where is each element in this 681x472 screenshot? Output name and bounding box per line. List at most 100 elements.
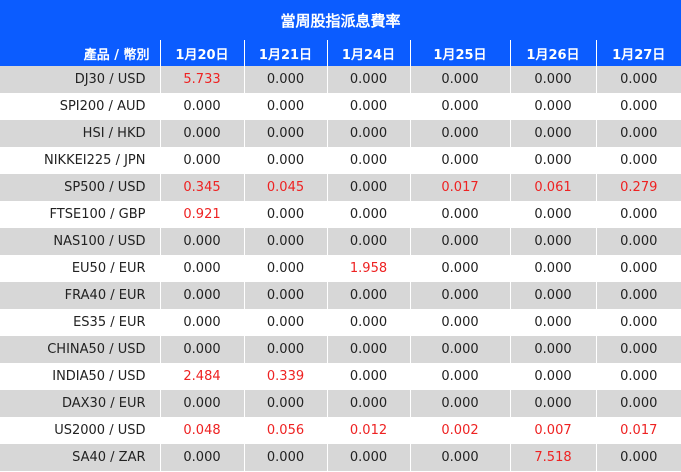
rate-cell: 0.000 (159, 93, 244, 120)
rate-cell: 0.000 (326, 201, 410, 228)
rate-cell: 0.000 (595, 147, 681, 174)
rate-cell: 0.000 (409, 336, 510, 363)
product-cell: US2000 / USD (0, 417, 160, 444)
column-header-date: 1月27日 (595, 40, 681, 66)
rate-cell: 0.000 (243, 93, 327, 120)
table-row: DJ30 / USD 5.733 0.000 0.000 0.000 0.000 0.000 (0, 66, 681, 93)
table-title: 當周股指派息費率 (0, 0, 681, 40)
rate-cell: 0.000 (326, 66, 410, 93)
product-cell: SPI200 / AUD (0, 93, 160, 120)
rate-cell: 0.000 (409, 363, 510, 390)
table-row: CHINA50 / USD 0.000 0.000 0.000 0.000 0.000 0.… (0, 336, 681, 363)
product-cell: INDIA50 / USD (0, 363, 160, 390)
rate-cell: 0.056 (243, 417, 327, 444)
rate-cell: 0.000 (159, 147, 244, 174)
table-row: EU50 / EUR 0.000 0.000 1.958 0.000 0.000 0.000 (0, 255, 681, 282)
rate-cell: 0.000 (509, 336, 596, 363)
column-header-date: 1月24日 (326, 40, 410, 66)
rate-cell: 0.000 (326, 336, 410, 363)
rate-cell: 0.000 (595, 228, 681, 255)
rate-cell: 0.000 (509, 93, 596, 120)
rate-cell: 0.000 (326, 93, 410, 120)
table-row: DAX30 / EUR 0.000 0.000 0.000 0.000 0.000 0.00… (0, 390, 681, 417)
rate-cell: 0.000 (409, 255, 510, 282)
rate-cell: 0.000 (595, 309, 681, 336)
rate-cell: 1.958 (326, 255, 410, 282)
rate-cell: 0.017 (595, 417, 681, 444)
column-header-date: 1月20日 (159, 40, 244, 66)
rate-cell: 0.000 (159, 309, 244, 336)
rate-cell: 0.000 (326, 120, 410, 147)
rate-cell: 0.000 (509, 363, 596, 390)
rate-cell: 0.000 (595, 201, 681, 228)
rate-cell: 0.000 (409, 390, 510, 417)
rate-cell: 0.048 (159, 417, 244, 444)
rate-cell: 0.000 (595, 390, 681, 417)
rate-cell: 0.000 (409, 120, 510, 147)
rate-cell: 0.000 (326, 363, 410, 390)
rate-cell: 0.345 (159, 174, 244, 201)
rate-cell: 0.000 (595, 66, 681, 93)
rate-cell: 0.000 (159, 390, 244, 417)
rate-cell: 0.000 (595, 363, 681, 390)
rate-cell: 0.000 (509, 309, 596, 336)
rate-cell: 0.000 (595, 93, 681, 120)
rate-cell: 0.000 (509, 66, 596, 93)
product-cell: SP500 / USD (0, 174, 160, 201)
table-body: DJ30 / USD 5.733 0.000 0.000 0.000 0.000 0.000… (0, 66, 681, 471)
rate-cell: 0.000 (509, 147, 596, 174)
rate-cell: 0.000 (243, 390, 327, 417)
product-cell: DJ30 / USD (0, 66, 160, 93)
rate-cell: 0.000 (409, 93, 510, 120)
rate-cell: 0.000 (159, 282, 244, 309)
product-cell: SA40 / ZAR (0, 444, 160, 471)
header-row: 產品 / 幣別 1月20日 1月21日 1月24日 1月25日 1月26日 1月… (0, 40, 681, 66)
column-header-date: 1月26日 (509, 40, 596, 66)
rate-cell: 0.000 (409, 444, 510, 471)
rate-cell: 7.518 (509, 444, 596, 471)
product-cell: FRA40 / EUR (0, 282, 160, 309)
table-row: SA40 / ZAR 0.000 0.000 0.000 0.000 7.518 0.000 (0, 444, 681, 471)
rate-cell: 0.000 (509, 201, 596, 228)
product-cell: HSI / HKD (0, 120, 160, 147)
product-cell: ES35 / EUR (0, 309, 160, 336)
column-header-date: 1月25日 (409, 40, 510, 66)
dividend-rate-table: 產品 / 幣別 1月20日 1月21日 1月24日 1月25日 1月26日 1月… (0, 40, 681, 471)
rate-cell: 0.000 (409, 282, 510, 309)
rate-cell: 0.000 (595, 120, 681, 147)
rate-cell: 0.000 (159, 336, 244, 363)
rate-cell: 0.000 (243, 336, 327, 363)
table-row: SP500 / USD 0.345 0.045 0.000 0.017 0.061 0.27… (0, 174, 681, 201)
rate-cell: 0.000 (243, 66, 327, 93)
rate-cell: 0.000 (326, 444, 410, 471)
rate-cell: 0.000 (326, 390, 410, 417)
rate-cell: 0.000 (159, 255, 244, 282)
column-header-product: 產品 / 幣別 (0, 40, 160, 66)
product-cell: NIKKEI225 / JPN (0, 147, 160, 174)
rate-cell: 0.000 (509, 390, 596, 417)
rate-cell: 0.002 (409, 417, 510, 444)
table-row: FTSE100 / GBP 0.921 0.000 0.000 0.000 0.000 0.… (0, 201, 681, 228)
product-cell: DAX30 / EUR (0, 390, 160, 417)
rate-cell: 0.000 (243, 147, 327, 174)
rate-cell: 0.000 (243, 309, 327, 336)
table-row: INDIA50 / USD 2.484 0.339 0.000 0.000 0.000 0.… (0, 363, 681, 390)
rate-cell: 0.921 (159, 201, 244, 228)
rate-cell: 0.000 (326, 309, 410, 336)
rate-cell: 0.000 (243, 201, 327, 228)
table-row: US2000 / USD 0.048 0.056 0.012 0.002 0.007 0.0… (0, 417, 681, 444)
rate-cell: 0.000 (326, 147, 410, 174)
rate-cell: 0.000 (595, 255, 681, 282)
rate-cell: 0.000 (409, 66, 510, 93)
rate-cell: 0.000 (509, 255, 596, 282)
rate-cell: 0.000 (243, 444, 327, 471)
rate-cell: 0.000 (159, 444, 244, 471)
rate-cell: 0.000 (326, 228, 410, 255)
rate-cell: 0.000 (509, 228, 596, 255)
product-cell: EU50 / EUR (0, 255, 160, 282)
rate-cell: 0.007 (509, 417, 596, 444)
rate-cell: 0.000 (595, 444, 681, 471)
rate-cell: 0.000 (509, 282, 596, 309)
table-row: NIKKEI225 / JPN 0.000 0.000 0.000 0.000 0.000… (0, 147, 681, 174)
table-row: SPI200 / AUD 0.000 0.000 0.000 0.000 0.000 0.0… (0, 93, 681, 120)
